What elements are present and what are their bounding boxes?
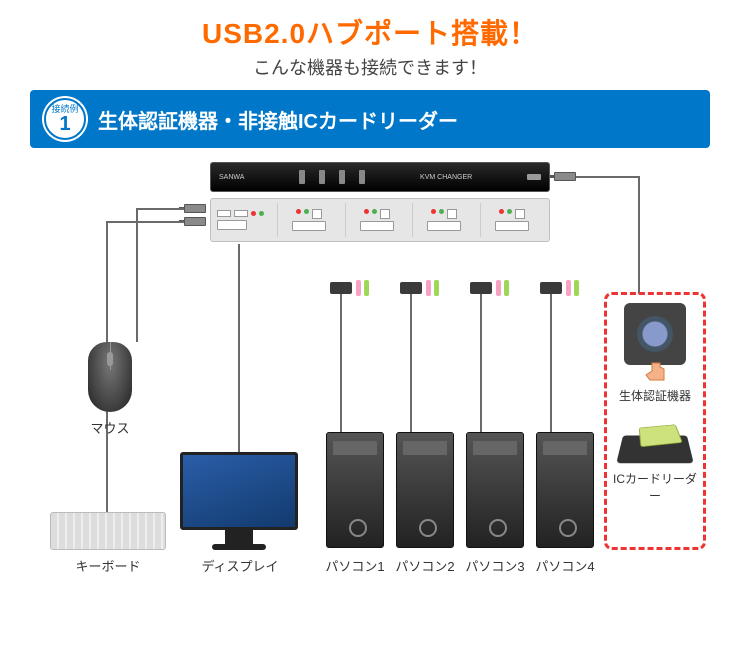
- cable: [238, 244, 240, 452]
- pc-tower-icon: [396, 432, 454, 548]
- kvm-cpu1: [480, 203, 544, 237]
- banner-text: 生体認証機器・非接触ICカードリーダー: [98, 105, 458, 134]
- kvm-cpu4: [277, 203, 341, 237]
- highlighted-devices: 生体認証機器 ICカードリーダー: [604, 292, 706, 550]
- vga-plug-icon: [540, 282, 562, 294]
- cable: [108, 221, 138, 223]
- mouse-icon: [88, 342, 132, 412]
- biometric-label: 生体認証機器: [619, 387, 691, 404]
- audio-plug-icon: [434, 280, 439, 296]
- usb-plug-icon: [554, 172, 576, 181]
- cable: [480, 294, 482, 434]
- kvm-front-panel: SANWA KVM CHANGER: [210, 162, 550, 192]
- keyboard-icon: [50, 512, 166, 550]
- cable: [550, 294, 552, 434]
- audio-plug-icon: [566, 280, 571, 296]
- vga-plug-icon: [400, 282, 422, 294]
- connection-diagram: SANWA KVM CHANGER: [30, 162, 710, 622]
- cable: [638, 176, 640, 294]
- pc3-label: パソコン3: [460, 556, 530, 575]
- cable: [138, 221, 184, 223]
- usb-plug-icon: [184, 204, 206, 213]
- cable: [410, 294, 412, 434]
- usb-plug-icon: [184, 217, 206, 226]
- monitor-icon: [180, 452, 298, 550]
- kvm-cpu2: [412, 203, 476, 237]
- pc1-label: パソコン1: [320, 556, 390, 575]
- icreader-label: ICカードリーダー: [613, 470, 697, 504]
- example-banner: 接続例 1 生体認証機器・非接触ICカードリーダー: [30, 90, 710, 148]
- hand-touch-icon: [640, 361, 670, 381]
- hero: USB2.0ハブポート搭載！ こんな機器も接続できます！: [30, 12, 710, 80]
- vga-plug-icon: [330, 282, 352, 294]
- audio-plug-icon: [574, 280, 579, 296]
- hero-subtitle: こんな機器も接続できます！: [30, 54, 710, 80]
- kvm-back-panel: [210, 198, 550, 242]
- vga-plug-icon: [470, 282, 492, 294]
- hero-title: USB2.0ハブポート搭載！: [30, 12, 710, 52]
- kvm-model: KVM CHANGER: [420, 174, 472, 181]
- mouse-label: マウス: [82, 418, 138, 437]
- keyboard-label: キーボード: [68, 556, 148, 575]
- audio-plug-icon: [496, 280, 501, 296]
- kvm-front-usb-icon: [527, 174, 541, 180]
- cable: [340, 294, 342, 434]
- pc2-label: パソコン2: [390, 556, 460, 575]
- pc-tower-icon: [326, 432, 384, 548]
- audio-plug-icon: [426, 280, 431, 296]
- example-badge: 接続例 1: [44, 98, 86, 140]
- kvm-cpu3: [345, 203, 409, 237]
- pc-tower-icon: [536, 432, 594, 548]
- cable: [576, 176, 640, 178]
- pc4-label: パソコン4: [530, 556, 600, 575]
- kvm-switch: SANWA KVM CHANGER: [210, 162, 550, 242]
- pc-tower-icon: [466, 432, 524, 548]
- cable: [136, 208, 138, 342]
- fingerprint-reader-icon: [624, 303, 686, 365]
- kvm-brand: SANWA: [219, 174, 244, 181]
- ic-card-reader-icon: [616, 435, 693, 463]
- audio-plug-icon: [504, 280, 509, 296]
- kvm-select-leds: [299, 170, 365, 184]
- kvm-console-block: [217, 210, 273, 230]
- display-label: ディスプレイ: [190, 556, 290, 575]
- audio-plug-icon: [364, 280, 369, 296]
- badge-number: 1: [59, 114, 70, 134]
- audio-plug-icon: [356, 280, 361, 296]
- cable: [138, 208, 184, 210]
